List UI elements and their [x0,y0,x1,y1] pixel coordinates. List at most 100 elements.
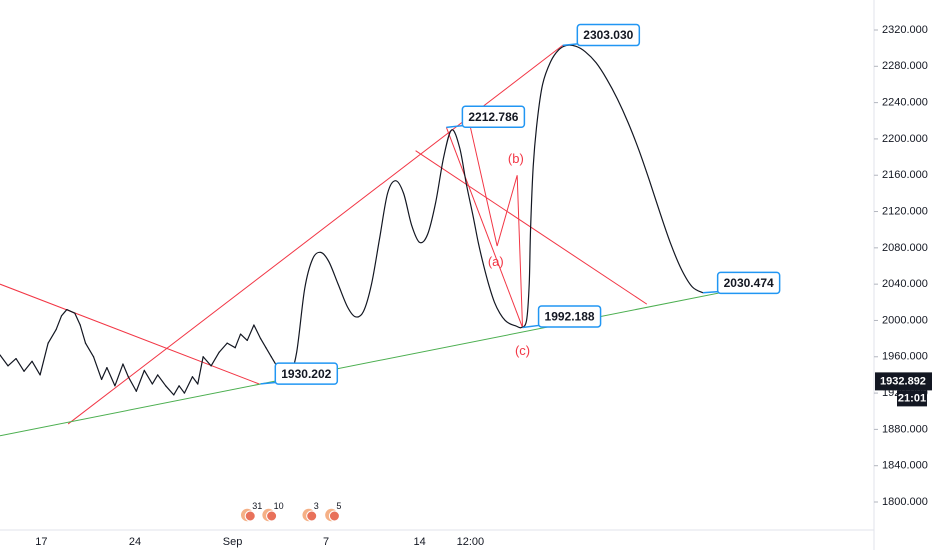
price-series-point [173,394,175,396]
y-tick-label: 2320.000 [882,24,928,36]
x-tick-label: 12:00 [457,536,485,548]
y-tick-label: 2080.000 [882,242,928,254]
callout-box[interactable] [716,271,781,295]
price-series-point [47,342,49,344]
price-callouts[interactable]: 1930.202 2212.786 2303.030 1992.188 2030.474 [260,23,781,385]
price-series-point [106,367,108,369]
price-series-point [0,354,1,356]
event-marker[interactable]: 5 [323,501,341,523]
price-series-point [114,385,116,387]
event-count: 3 [314,501,319,511]
abc-correction-zigzag[interactable] [469,127,524,328]
price-series-point [66,308,68,311]
plot-area[interactable]: (a) (b) (c) 1930.202 2212.786 2303.030 1992.1… [0,23,781,523]
price-axis-background[interactable] [874,0,932,550]
price-series-point [246,339,248,342]
wave-label: (b) [508,151,524,166]
price-series-point [183,392,186,394]
callout-box[interactable] [576,23,641,47]
event-count: 31 [252,501,262,511]
callout-box[interactable] [274,362,339,385]
price-series-point [7,365,9,367]
price-series-line [0,308,289,396]
y-tick-label: 1880.000 [882,423,928,435]
current-price-label: 1932.892 [880,375,926,387]
price-series-point [143,369,145,371]
wave-labels: (a) (b) (c) [488,151,530,358]
y-tick-label: 2280.000 [882,60,928,72]
y-tick-label: 2160.000 [882,169,928,181]
callout-label: 2212.786 [468,110,518,124]
event-count: 10 [274,501,284,511]
price-series-layer [0,44,704,396]
trendline-5[interactable] [0,284,760,437]
event-count: 5 [336,501,341,511]
price-callout[interactable]: 2030.474 [702,271,781,295]
callout-label: 2030.474 [724,276,774,290]
wave-label: (a) [488,254,504,269]
economic-event-markers[interactable]: 31 10 3 5 [239,501,341,523]
callout-box[interactable] [537,305,602,328]
price-series-point [197,383,199,385]
price-series-point [234,347,236,349]
price-callout[interactable]: 1930.202 [260,362,339,385]
countdown-box [897,390,927,407]
price-series-point [270,356,272,358]
wave-label: (c) [515,343,530,358]
us-flag-icon-overlay [328,510,340,522]
price-series-point [74,312,76,314]
price-series-point [79,324,81,326]
price-series-point [157,374,159,376]
price-series-point [92,356,95,358]
callout-label: 1992.188 [545,310,595,324]
callout-box[interactable] [461,105,526,128]
price-callout[interactable]: 2303.030 [562,23,641,47]
price-series-point [23,370,25,372]
trendline-1[interactable] [0,283,260,385]
us-flag-icon-overlay [244,510,256,522]
y-tick-label: 2040.000 [882,278,928,290]
price-series-point [191,376,194,378]
projection-curve[interactable] [288,44,704,385]
price-series-point [218,351,220,353]
x-tick-label: 24 [129,536,141,548]
price-series-point [253,324,255,326]
price-series-point [239,333,242,335]
price-series-point [135,390,137,392]
y-ticks: 2320.000 2280.000 2240.000 2200.000 2160.000… [874,24,928,508]
price-series-point [226,342,228,344]
event-marker[interactable]: 31 [239,501,262,523]
y-tick-label: 1960.000 [882,351,928,363]
price-series-point [151,383,153,385]
y-tick-label: 2120.000 [882,205,928,217]
y-tick-label: 1840.000 [882,460,928,472]
price-series-point [100,378,103,381]
current-price-tag: 1932.892 21:01 [875,372,932,407]
price-series-point [55,328,57,331]
event-marker[interactable]: 10 [260,501,284,523]
y-tick-label: 1800.000 [882,496,928,508]
price-series-point [265,347,267,349]
current-price-box [875,372,932,391]
y-tick-label: 2240.000 [882,97,928,109]
price-series-point [127,376,129,378]
price-series-point [259,338,262,340]
time-axis[interactable]: 17 24 Sep 7 14 12:00 [0,529,874,548]
price-series-point [39,374,41,376]
callout-label: 2303.030 [583,28,633,42]
us-flag-icon-overlay [306,510,318,522]
callout-label: 1930.202 [281,367,331,381]
price-callout[interactable]: 1992.188 [522,305,602,329]
trendline-4[interactable] [445,127,523,328]
price-series-point [165,385,167,387]
price-series-point [15,357,17,360]
us-flag-icon-overlay [266,510,278,522]
event-marker[interactable]: 3 [300,501,319,523]
price-series-point [60,315,63,317]
price-series-point [210,365,212,367]
y-tick-label: 2000.000 [882,314,928,326]
price-callout[interactable]: 2212.786 [446,105,526,129]
price-series-point [31,360,33,362]
